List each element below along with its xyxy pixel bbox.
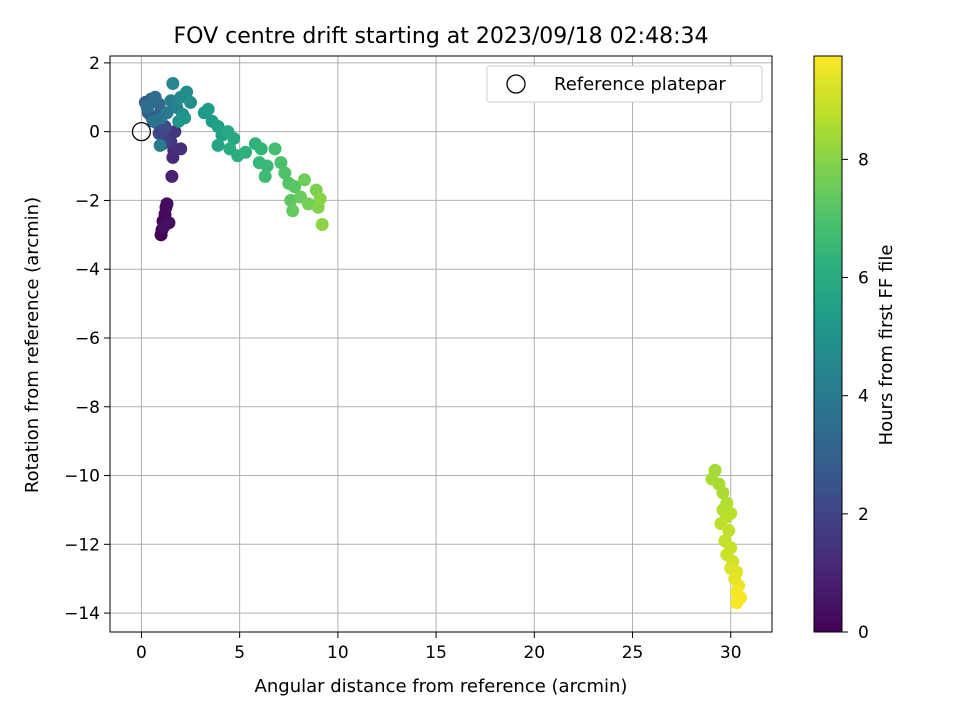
data-point (166, 77, 180, 91)
data-point (301, 197, 315, 211)
data-point (724, 506, 738, 520)
colorbar-label: Hours from first FF file (876, 245, 897, 446)
x-tick-label: 10 (327, 643, 349, 663)
data-point (274, 156, 288, 170)
x-tick-label: 5 (234, 643, 245, 663)
data-point (157, 219, 171, 233)
y-tick-label: −6 (75, 329, 100, 349)
data-point (153, 138, 167, 152)
data-point (268, 142, 282, 156)
legend: Reference platepar (486, 65, 763, 103)
legend-reference-marker (506, 74, 526, 94)
y-tick-label: 0 (89, 123, 100, 143)
data-point (201, 102, 215, 116)
y-tick-label: −10 (64, 467, 100, 487)
colorbar-tick-label: 4 (858, 387, 869, 407)
colorbar-tick-label: 2 (858, 505, 869, 525)
data-point (165, 169, 179, 183)
colorbar: 0 2 4 6 8 (813, 55, 869, 643)
data-point (140, 101, 154, 115)
data-point (178, 111, 192, 125)
legend-box (486, 65, 763, 103)
colorbar-tick-label: 6 (858, 269, 869, 289)
data-point (297, 173, 311, 187)
data-point (148, 90, 162, 104)
x-tick-label: 0 (136, 643, 147, 663)
colorbar-tick-label: 8 (858, 150, 869, 170)
data-point (211, 138, 225, 152)
x-tick-label: 25 (622, 643, 644, 663)
colorbar-tick-label: 0 (858, 623, 869, 643)
data-point (278, 166, 292, 180)
data-point (184, 95, 198, 109)
data-points (131, 77, 748, 610)
x-tick-label: 30 (720, 643, 742, 663)
y-axis-label: Rotation from reference (arcmin) (22, 197, 43, 493)
y-tick-label: −14 (64, 604, 100, 624)
legend-reference-label: Reference platepar (554, 74, 726, 95)
data-point (315, 218, 329, 232)
data-point (722, 524, 736, 538)
data-point (258, 169, 272, 183)
reference-platepar-marker (131, 122, 152, 142)
x-axis-label: Angular distance from reference (arcmin) (255, 676, 628, 697)
data-point (160, 106, 174, 120)
data-point (313, 192, 327, 206)
data-point (260, 159, 274, 173)
data-point (239, 145, 253, 159)
y-tick-label: −8 (75, 398, 100, 418)
plot-frame (109, 55, 773, 633)
y-tick-label: −4 (75, 260, 100, 280)
data-point (730, 596, 744, 610)
data-point (288, 180, 302, 194)
data-point (227, 132, 241, 146)
y-tick-label: −2 (75, 191, 100, 211)
chart-title: FOV centre drift starting at 2023/09/18 … (174, 24, 709, 49)
y-tick-label: 2 (89, 54, 100, 74)
data-point (180, 85, 194, 99)
data-point (716, 486, 730, 500)
data-point (160, 197, 174, 211)
data-point (174, 142, 188, 156)
x-tick-label: 15 (425, 643, 447, 663)
data-point (286, 204, 300, 218)
colorbar-gradient-bar (813, 55, 843, 633)
data-point (254, 142, 268, 156)
grid-lines (110, 56, 772, 632)
y-tick-label: −12 (64, 535, 100, 555)
x-tick-label: 20 (523, 643, 545, 663)
data-point (284, 193, 298, 207)
